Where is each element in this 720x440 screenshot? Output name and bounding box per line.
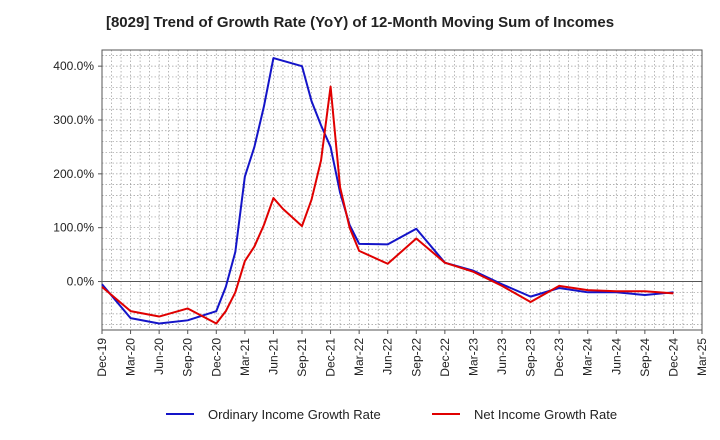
plot-frame — [101, 49, 703, 331]
x-tick-label: Sep-24 — [638, 338, 652, 377]
x-tick-label: Dec-21 — [324, 338, 338, 377]
x-tick-label: Jun-24 — [609, 338, 623, 375]
x-tick-label: Sep-21 — [295, 338, 309, 377]
grid — [102, 50, 702, 330]
series-line-1 — [101, 57, 674, 325]
y-tick-label: 400.0% — [53, 59, 94, 73]
y-tick-label: 100.0% — [53, 221, 94, 235]
x-tick-label: Mar-25 — [695, 338, 709, 376]
x-tick-label: Mar-21 — [238, 338, 252, 376]
y-tick-label: 300.0% — [53, 113, 94, 127]
axes: 0.0% 100.0% 200.0% 300.0% 400.0% Dec-19 Mar-20… — [53, 49, 709, 377]
x-tick-label: Mar-24 — [581, 338, 595, 376]
x-tick-label: Mar-22 — [352, 338, 366, 376]
x-tick-label: Jun-21 — [266, 338, 280, 375]
legend-label-2: Net Income Growth Rate — [474, 407, 617, 422]
x-tick-label: Jun-23 — [495, 338, 509, 375]
x-tick-label: Dec-22 — [438, 338, 452, 377]
y-tick-label: 0.0% — [67, 275, 95, 289]
legend: Ordinary Income Growth Rate Net Income Gr… — [166, 407, 617, 422]
chart-title: [8029] Trend of Growth Rate (YoY) of 12-… — [105, 14, 615, 31]
x-tick-label: Jun-20 — [152, 338, 166, 375]
x-tick-label: Sep-22 — [409, 338, 423, 377]
x-tick-label: Mar-20 — [124, 338, 138, 376]
x-tick-label: Dec-23 — [552, 338, 566, 377]
legend-label-1: Ordinary Income Growth Rate — [208, 407, 381, 422]
y-tick-label: 200.0% — [53, 167, 94, 181]
x-tick-label: Mar-23 — [466, 338, 480, 376]
x-tick-label: Jun-22 — [381, 338, 395, 375]
series-group — [101, 57, 674, 325]
x-tick-label: Dec-24 — [666, 338, 680, 377]
x-tick-label: Sep-20 — [181, 338, 195, 377]
x-tick-label: Sep-23 — [524, 338, 538, 377]
series-line-2 — [101, 85, 674, 325]
x-tick-label: Dec-19 — [95, 338, 109, 377]
x-tick-label: Dec-20 — [209, 338, 223, 377]
